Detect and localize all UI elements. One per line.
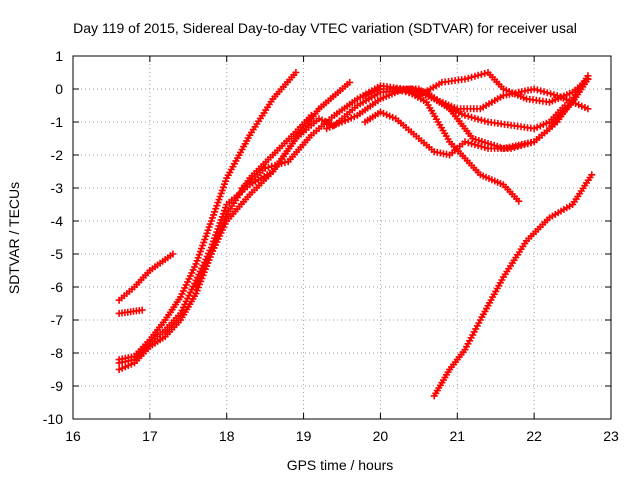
series-arc-1 — [115, 250, 177, 304]
x-tick-label: 22 — [526, 428, 542, 444]
y-tick-label: -9 — [51, 378, 64, 394]
y-tick-label: 1 — [55, 48, 63, 64]
series-trail-markers — [118, 71, 298, 363]
y-axis-label: SDTVAR / TECUs — [6, 182, 22, 294]
y-tick-label: 0 — [55, 81, 63, 97]
x-axis-label: GPS time / hours — [287, 457, 394, 473]
series-arc-11 — [392, 69, 592, 106]
y-tick-label: -1 — [51, 114, 64, 130]
x-tick-label: 20 — [373, 428, 389, 444]
x-tick-label: 23 — [603, 428, 619, 444]
series-arc-10 — [361, 72, 592, 159]
y-tick-label: -8 — [51, 345, 64, 361]
x-tick-label: 19 — [296, 428, 312, 444]
series-arc-2 — [115, 306, 146, 317]
y-tick-label: -4 — [51, 213, 64, 229]
series-trail-markers — [432, 174, 594, 397]
y-tick-label: -2 — [51, 147, 64, 163]
plot-frame — [72, 55, 612, 420]
x-tick-label: 21 — [449, 428, 465, 444]
y-tick-label: -10 — [43, 411, 63, 427]
data-point-marker — [392, 85, 400, 93]
series-layer — [115, 69, 596, 400]
x-tick-label: 17 — [142, 428, 158, 444]
series-trail-markers — [364, 85, 567, 132]
chart-title: Day 119 of 2015, Sidereal Day-to-day VTE… — [73, 20, 577, 36]
series-arc-3 — [115, 69, 300, 364]
x-tick-label: 18 — [219, 428, 235, 444]
y-tick-label: -7 — [51, 312, 64, 328]
series-trail-markers — [395, 69, 589, 106]
series-trail-markers — [118, 307, 143, 317]
x-tick-label: 16 — [65, 428, 81, 444]
series-trail-markers — [118, 252, 174, 302]
series-arc-9 — [361, 85, 569, 133]
series-arc-12 — [430, 171, 596, 400]
y-tick-label: -5 — [51, 246, 64, 262]
y-tick-label: -6 — [51, 279, 64, 295]
y-tick-label: -3 — [51, 180, 64, 196]
axis-layer: 16 17 18 19 20 21 22 23 1 0 -1 -2 -3 -4 -5 -6 -7 -8 -9 -10 — [43, 48, 619, 444]
series-trail-markers — [364, 75, 590, 158]
